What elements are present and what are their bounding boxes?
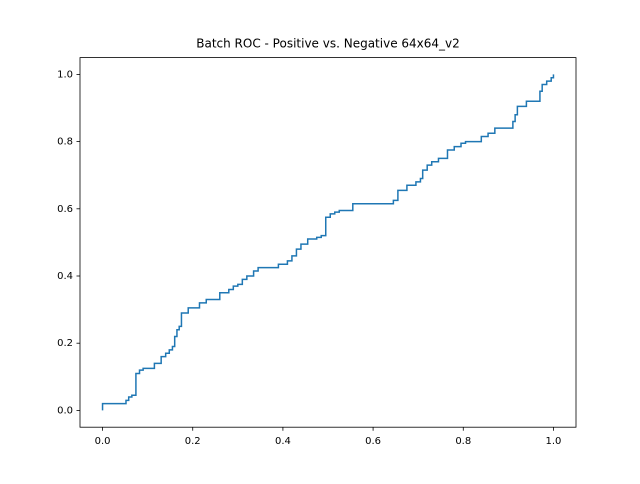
roc-line (101, 74, 555, 411)
y-tick-label: 0.6 (57, 204, 73, 215)
x-tick-label: 0.0 (95, 436, 111, 447)
y-tick-label: 0.4 (57, 271, 73, 282)
chart-title: Batch ROC - Positive vs. Negative 64x64_… (196, 37, 460, 51)
y-tick-label: 0.8 (57, 137, 73, 148)
y-tick-label: 0.0 (57, 405, 73, 416)
y-tick-label: 1.0 (57, 69, 73, 80)
x-tick-label: 0.8 (455, 436, 471, 447)
x-tick-label: 1.0 (546, 436, 562, 447)
plot-frame (79, 57, 577, 428)
x-tick-label: 0.4 (275, 436, 291, 447)
x-tick-label: 0.2 (185, 436, 201, 447)
x-tick-label: 0.6 (365, 436, 381, 447)
y-tick-label: 0.2 (57, 338, 73, 349)
